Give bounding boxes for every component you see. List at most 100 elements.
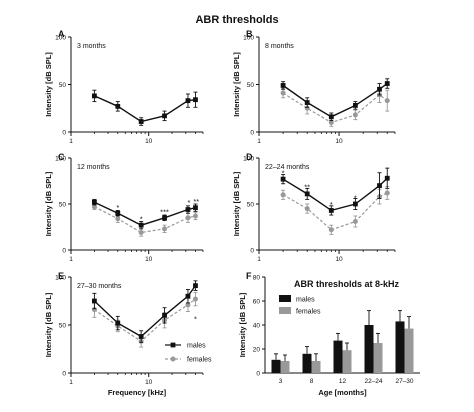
data-point-males [328,114,334,120]
y-tick-label: 50 [59,201,67,208]
data-point-females [328,120,334,125]
data-point-males [280,83,286,88]
significance-star: * [140,215,143,224]
bar-males [395,321,405,373]
legend-label-males: males [296,297,315,304]
data-point-males [193,283,198,289]
figure-title: ABR thresholds [195,14,278,26]
y-tick-label: 0 [250,129,254,136]
x-tick-label: 3 [279,378,283,385]
y-axis-label: Intensity [dB SPL] [238,292,247,357]
panel-f: F Intensity [dB SPL] 0 20 40 60 80 ABR threshol… [238,271,420,397]
y-tick-label: 20 [253,346,261,353]
panel-label-c: C [58,152,65,162]
significance-star: * [282,169,285,178]
series-line-females [94,206,196,234]
data-point-females [280,192,286,198]
data-point-males [377,86,382,92]
x-tick-label: 1 [69,379,73,386]
data-point-males [162,113,167,119]
y-axis-label: Intensity [dB SPL] [232,52,241,117]
bar-females [280,361,290,373]
significance-star: ** [304,183,310,192]
data-point-males [115,103,121,109]
data-point-males [162,215,167,221]
data-point-females [162,226,168,232]
legend-swatch-males [279,295,291,302]
bar-males [271,359,281,373]
data-point-males [91,93,97,99]
data-point-males [280,176,286,182]
significance-star: * [330,200,333,209]
panel-age-label: 22–24 months [265,164,310,171]
x-tick-label: 22–24 [364,378,382,385]
data-point-females [352,112,358,118]
x-tick-label: 10 [145,138,153,145]
x-tick-label: 1 [69,256,73,263]
significance-star: * [188,198,191,207]
legend-label-females: females [187,357,212,364]
y-axis-label: Intensity [dB SPL] [44,292,53,357]
y-tick-label: 60 [253,298,261,305]
significance-star: ** [193,197,199,206]
x-tick-label: 10 [335,138,343,145]
x-tick-label: 12 [339,378,347,385]
panel-label-a: A [58,29,65,39]
data-point-males [162,313,167,318]
data-point-males [138,334,144,339]
y-tick-label: 50 [59,82,67,89]
data-point-males [185,207,191,212]
data-point-males [193,205,198,211]
data-point-females [115,216,121,222]
data-point-males [304,100,310,105]
data-point-males [384,175,390,181]
legend-swatch-females [279,307,291,314]
data-point-females [138,230,144,236]
bar-chart-title: ABR thresholds at 8-kHz [294,279,400,289]
bar-females [373,343,383,373]
x-tick-label: 27–30 [395,378,413,385]
y-tick-label: 0 [250,247,254,254]
series-line-males [94,201,196,226]
y-tick-label: 100 [55,34,66,41]
x-tick-label: 10 [335,256,343,263]
series-line-females [94,298,196,343]
x-tick-label: 1 [69,138,73,145]
data-point-females [280,90,286,96]
y-tick-label: 50 [247,82,255,89]
x-axis-label: Frequency [kHz] [108,388,167,397]
panel-label-f: F [246,271,252,281]
y-tick-label: 100 [55,274,66,281]
x-tick-label: 10 [145,256,153,263]
data-point-females [384,190,390,196]
data-point-females [185,215,191,221]
y-axis-label: Intensity [dB SPL] [232,171,241,236]
data-point-females [192,296,198,302]
bar-females [342,350,352,373]
bar-females [311,361,321,373]
y-axis-label: Intensity [dB SPL] [44,171,53,236]
data-point-males [384,81,390,86]
y-tick-label: 0 [256,370,260,377]
y-axis-label: Intensity [dB SPL] [44,52,53,117]
x-tick-label: 1 [257,138,261,145]
data-point-males [91,298,97,304]
data-point-males [352,103,358,108]
significance-star: * [354,194,357,203]
data-point-males [185,293,191,299]
series-line-males [282,82,388,118]
panel-label-d: D [246,152,253,162]
series-line-males [282,177,388,212]
panel-label-b: B [246,29,253,39]
x-tick-label: 10 [145,379,153,386]
series-line-females [282,192,388,231]
panel-e: E Intensity [dB SPL] 0 50 100 1 10 27–30 months… [44,271,212,397]
bar-males [302,353,312,373]
data-point-males [115,210,121,216]
panel-age-label: 12 months [77,164,110,171]
x-tick-label: 8 [310,378,314,385]
panel-age-label: 27–30 months [77,283,122,290]
